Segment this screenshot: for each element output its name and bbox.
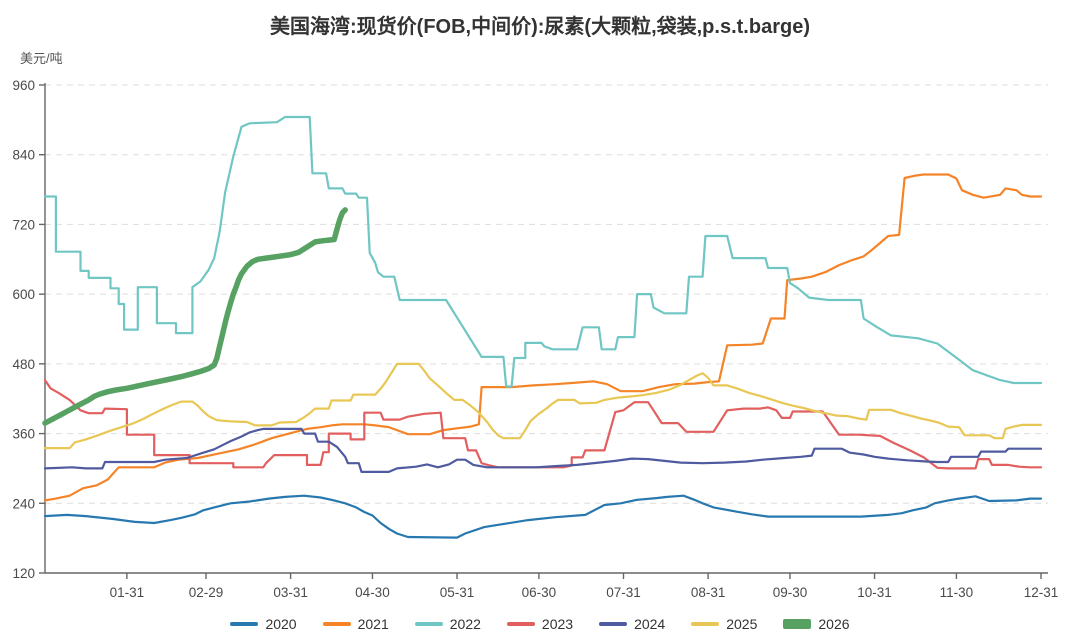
legend-label-2026: 2026 <box>818 616 850 632</box>
x-tick-label-12-31: 12-31 <box>1024 585 1059 600</box>
legend-label-2020: 2020 <box>265 616 297 632</box>
legend-swatch-2025 <box>691 622 720 626</box>
x-tick-label-06-30: 06-30 <box>522 585 557 600</box>
y-tick-label-120: 120 <box>12 566 35 581</box>
legend-item-2025[interactable]: 2025 <box>691 616 757 632</box>
y-tick-label-840: 840 <box>12 148 35 163</box>
legend-label-2024: 2024 <box>634 616 666 632</box>
x-tick-label-02-29: 02-29 <box>189 585 224 600</box>
legend-swatch-2022 <box>414 622 443 626</box>
y-tick-label-480: 480 <box>12 357 35 372</box>
x-tick-label-05-31: 05-31 <box>440 585 475 600</box>
x-tick-label-03-31: 03-31 <box>273 585 308 600</box>
legend-item-2021[interactable]: 2021 <box>322 616 389 632</box>
x-tick-label-09-30: 09-30 <box>773 585 808 600</box>
legend-label-2023: 2023 <box>541 616 574 632</box>
legend-swatch-2024 <box>599 622 628 626</box>
legend-label-2021: 2021 <box>357 616 389 632</box>
y-tick-label-360: 360 <box>12 427 35 442</box>
legend-swatch-2021 <box>322 622 351 626</box>
y-tick-label-960: 960 <box>12 78 35 93</box>
legend-item-2026[interactable]: 2026 <box>783 616 850 632</box>
series-line-2020 <box>43 494 1043 539</box>
chart-plot-area[interactable]: 120 240 360 480 600 720 840 960 01-31 02-29 03-31 0… <box>0 0 1080 612</box>
legend-item-2023[interactable]: 2023 <box>506 616 574 632</box>
legend-item-2022[interactable]: 2022 <box>414 616 481 632</box>
legend-swatch-2023 <box>506 622 535 626</box>
series-line-2026 <box>42 207 348 426</box>
x-tick-label-07-31: 07-31 <box>606 585 641 600</box>
chart-title: 美国海湾:现货价(FOB,中间价):尿素(大颗粒,袋装,p.s.t.barge) <box>270 16 810 38</box>
legend-item-2024[interactable]: 2024 <box>599 616 665 632</box>
series-line-2024 <box>43 427 1043 473</box>
y-tick-label-720: 720 <box>12 217 35 232</box>
x-tick-label-08-31: 08-31 <box>691 585 726 600</box>
y-tick-label-600: 600 <box>12 287 35 302</box>
legend-swatch-2026 <box>783 619 812 629</box>
chart-legend: 2020 2021 2022 2023 2024 2025 2026 <box>0 616 1080 632</box>
x-tick-label-04-30: 04-30 <box>355 585 390 600</box>
series-line-2022 <box>43 115 1043 388</box>
series-line-2025 <box>43 362 1043 450</box>
x-tick-label-01-31: 01-31 <box>110 585 145 600</box>
series-line-2021 <box>43 173 1043 502</box>
x-tick-label-10-31: 10-31 <box>857 585 892 600</box>
legend-label-2025: 2025 <box>726 616 758 632</box>
legend-item-2020[interactable]: 2020 <box>230 616 297 632</box>
y-tick-label-240: 240 <box>12 496 35 511</box>
x-tick-label-11-30: 11-30 <box>940 585 974 600</box>
legend-label-2022: 2022 <box>449 616 481 632</box>
legend-swatch-2020 <box>230 622 259 626</box>
y-axis-unit-label: 美元/吨 <box>20 51 63 66</box>
